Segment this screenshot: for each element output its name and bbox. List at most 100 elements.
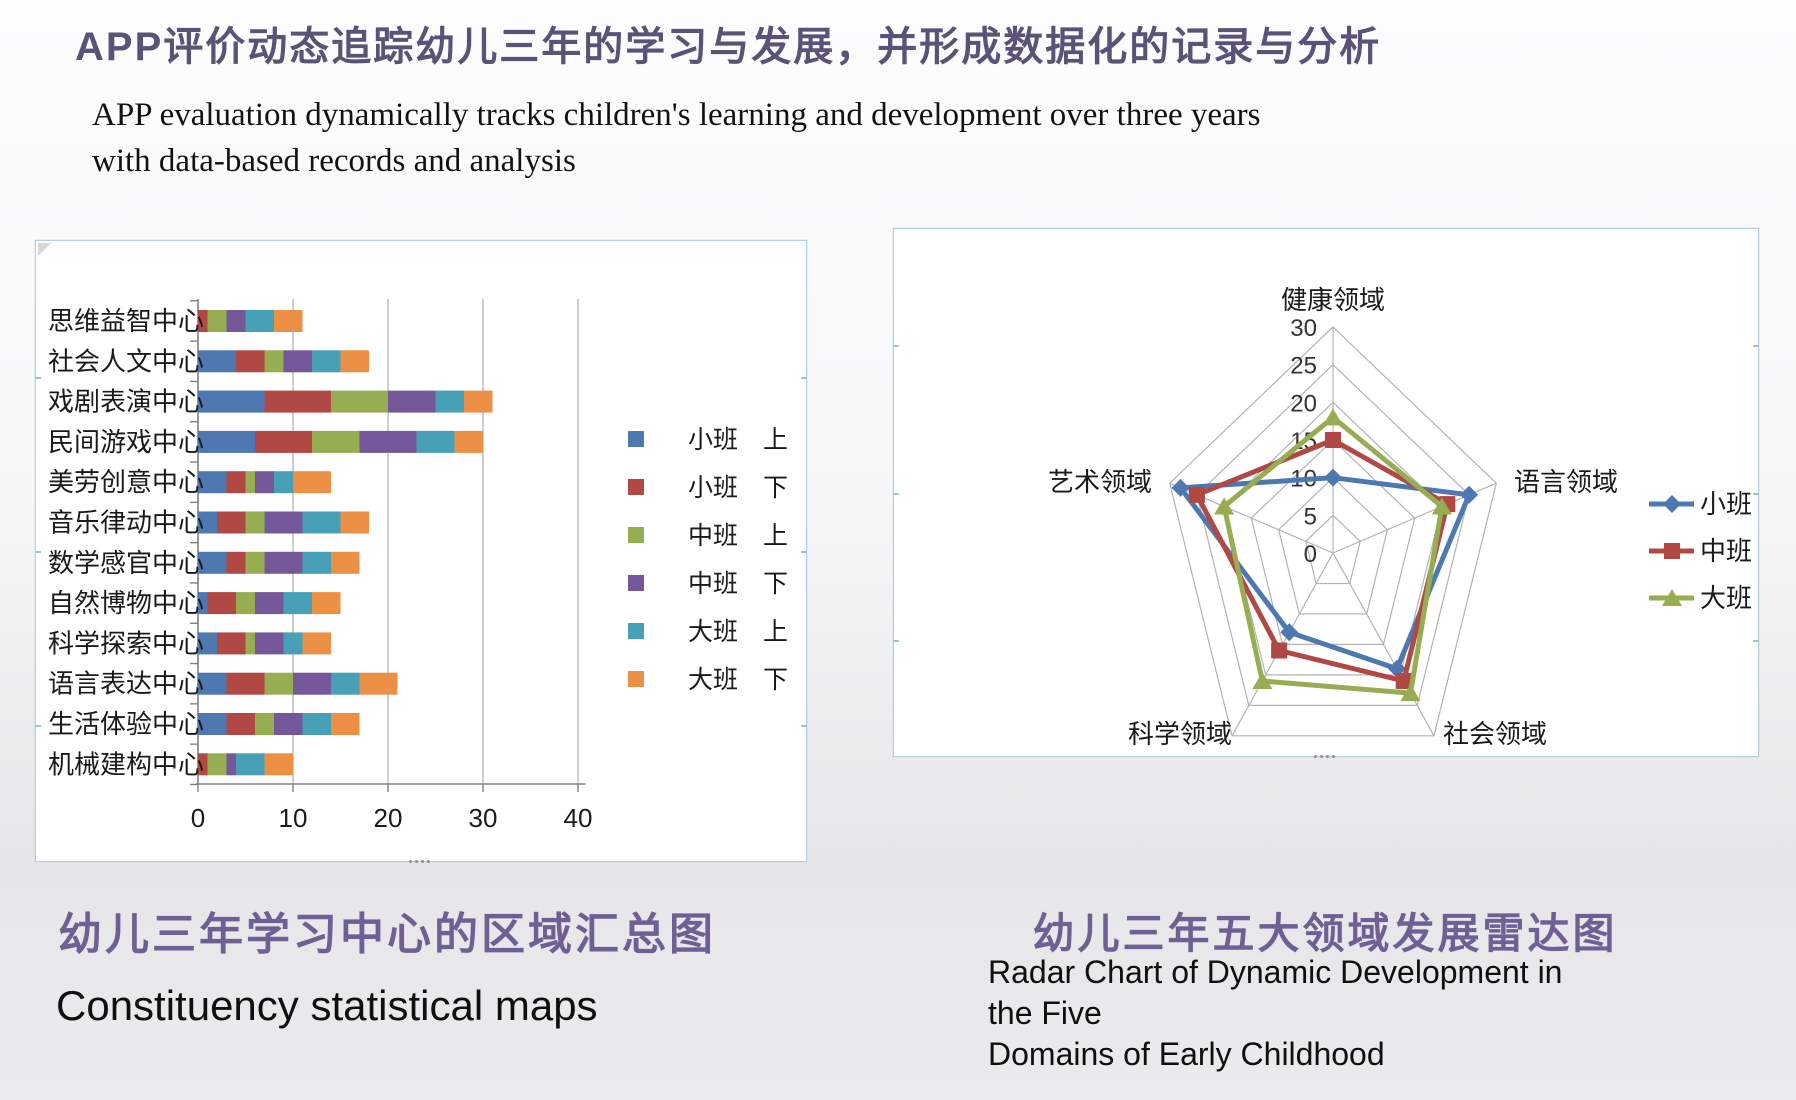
- bar-segment: [331, 672, 360, 695]
- panel-edge-tick: [893, 492, 899, 495]
- bar-segment: [293, 471, 331, 494]
- bar-segment: [198, 632, 217, 655]
- panel-edge-tick: [893, 344, 899, 347]
- bar-segment: [255, 430, 312, 453]
- bar-segment: [198, 430, 255, 453]
- category-label: 戏剧表演中心: [48, 387, 204, 417]
- radar-axis-label: 科学领域: [1128, 719, 1232, 749]
- bar-segment: [207, 753, 227, 776]
- square-marker: [1271, 642, 1288, 659]
- triangle-marker: [1323, 408, 1343, 426]
- subtitle-line-1: APP evaluation dynamically tracks childr…: [92, 97, 1261, 133]
- diamond-marker: [1663, 495, 1681, 513]
- bar-segment: [245, 632, 255, 655]
- diamond-marker: [1460, 485, 1479, 504]
- legend-label: 中班: [1700, 536, 1752, 566]
- square-marker: [1188, 486, 1205, 503]
- panel-resize-handle[interactable]: [1314, 754, 1338, 759]
- bar-segment: [331, 713, 360, 735]
- bar-segment: [274, 310, 303, 332]
- radar-scale-label: 5: [1304, 503, 1317, 530]
- bar-segment: [198, 592, 208, 615]
- triangle-marker: [1400, 684, 1421, 702]
- bar-segment: [283, 350, 312, 373]
- bar-segment: [236, 350, 265, 373]
- radar-axis-label: 语言领域: [1514, 467, 1618, 497]
- bar-segment: [226, 551, 246, 574]
- bar-segment: [226, 713, 255, 735]
- bar-segment: [264, 551, 303, 574]
- category-label: 生活体验中心: [48, 709, 204, 739]
- bar-segment: [255, 471, 274, 494]
- x-axis-tick-label: 30: [469, 803, 498, 833]
- bar-segment: [264, 672, 293, 695]
- bar-segment: [226, 672, 265, 695]
- legend-label: 大班 上: [688, 618, 788, 646]
- bar-segment: [283, 592, 312, 615]
- bar-segment: [207, 592, 236, 615]
- x-axis-tick-label: 0: [191, 803, 205, 833]
- bar-segment: [312, 430, 360, 453]
- right-chart-caption-en: Radar Chart of Dynamic Development in th…: [988, 952, 1608, 1075]
- category-label: 机械建构中心: [48, 749, 204, 779]
- panel-edge-tick: [35, 377, 41, 380]
- radar-scale-label: 0: [1304, 541, 1317, 568]
- category-label: 民间游戏中心: [48, 427, 204, 457]
- square-marker: [1325, 432, 1341, 449]
- radar-series: [1214, 408, 1452, 702]
- panel-edge-tick: [1753, 640, 1759, 643]
- legend-swatch: [628, 431, 644, 447]
- bar-segment: [217, 632, 246, 655]
- bar-segment: [331, 390, 388, 413]
- radar-chart-panel: 0 5 10 15 20 25 30 健康领域 语言领域 社会领域 科学领域 艺术领域 小班 中班 大班: [893, 228, 1759, 759]
- bar-category-labels: 思维益智中心社会人文中心戏剧表演中心民间游戏中心美劳创意中心音乐律动中心数学感官…: [48, 306, 204, 779]
- bar-segment: [340, 350, 369, 373]
- bar-segment: [312, 592, 341, 615]
- left-chart-caption-zh: 幼儿三年学习中心的区域汇总图: [58, 910, 716, 959]
- bar-segment: [340, 511, 369, 534]
- panel-corner-fold-icon: [38, 243, 51, 256]
- category-label: 语言表达中心: [48, 669, 204, 699]
- bar-segment: [464, 390, 493, 413]
- bar-segment: [264, 350, 284, 373]
- bar-segment: [198, 350, 236, 373]
- bar-segment: [264, 753, 293, 776]
- page-title: APP评价动态追踪幼儿三年的学习与发展，并形成数据化的记录与分析: [75, 25, 1382, 69]
- left-chart-caption-en: Constituency statistical maps: [56, 982, 598, 1029]
- category-label: 美劳创意中心: [48, 467, 204, 497]
- bar-segment: [255, 632, 284, 655]
- bar-segment: [245, 471, 255, 494]
- x-axis-tick-label: 10: [279, 803, 308, 833]
- bar-segment: [293, 672, 331, 695]
- legend-label: 大班: [1700, 583, 1752, 613]
- right-caption-en-line-1: Radar Chart of Dynamic Development in th…: [988, 954, 1563, 1031]
- x-axis-tick-label: 20: [374, 803, 403, 833]
- bar-segment: [198, 753, 208, 776]
- panel-edge-tick: [35, 551, 41, 553]
- triangle-marker: [1662, 589, 1682, 606]
- legend-label: 中班 上: [688, 522, 788, 550]
- legend-label: 小班: [1700, 489, 1752, 519]
- triangle-marker: [1252, 671, 1273, 689]
- radar-axis-label: 艺术领域: [1048, 467, 1152, 497]
- radar-axis-label: 健康领域: [1281, 285, 1385, 315]
- bar-segment: [283, 632, 303, 655]
- x-axis-tick-label: 40: [564, 803, 593, 833]
- diamond-marker: [1171, 478, 1190, 497]
- bar-segment: [198, 310, 208, 332]
- bar-chart-svg: 思维益智中心社会人文中心戏剧表演中心民间游戏中心美劳创意中心音乐律动中心数学感官…: [48, 299, 788, 833]
- legend-label: 小班 上: [688, 426, 788, 454]
- bar-legend: 小班 上小班 下中班 上中班 下大班 上大班 下: [628, 426, 788, 694]
- bar-segment: [302, 511, 341, 534]
- legend-label: 小班 下: [688, 474, 788, 502]
- bar-segment: [198, 511, 217, 534]
- panel-resize-handle[interactable]: [409, 859, 433, 864]
- radar-scale-label: 20: [1290, 390, 1317, 417]
- legend-swatch: [628, 623, 644, 639]
- bar-segment: [198, 551, 227, 574]
- bar-segment: [255, 592, 284, 615]
- bar-segment: [217, 511, 246, 534]
- bar-segment: [302, 713, 331, 735]
